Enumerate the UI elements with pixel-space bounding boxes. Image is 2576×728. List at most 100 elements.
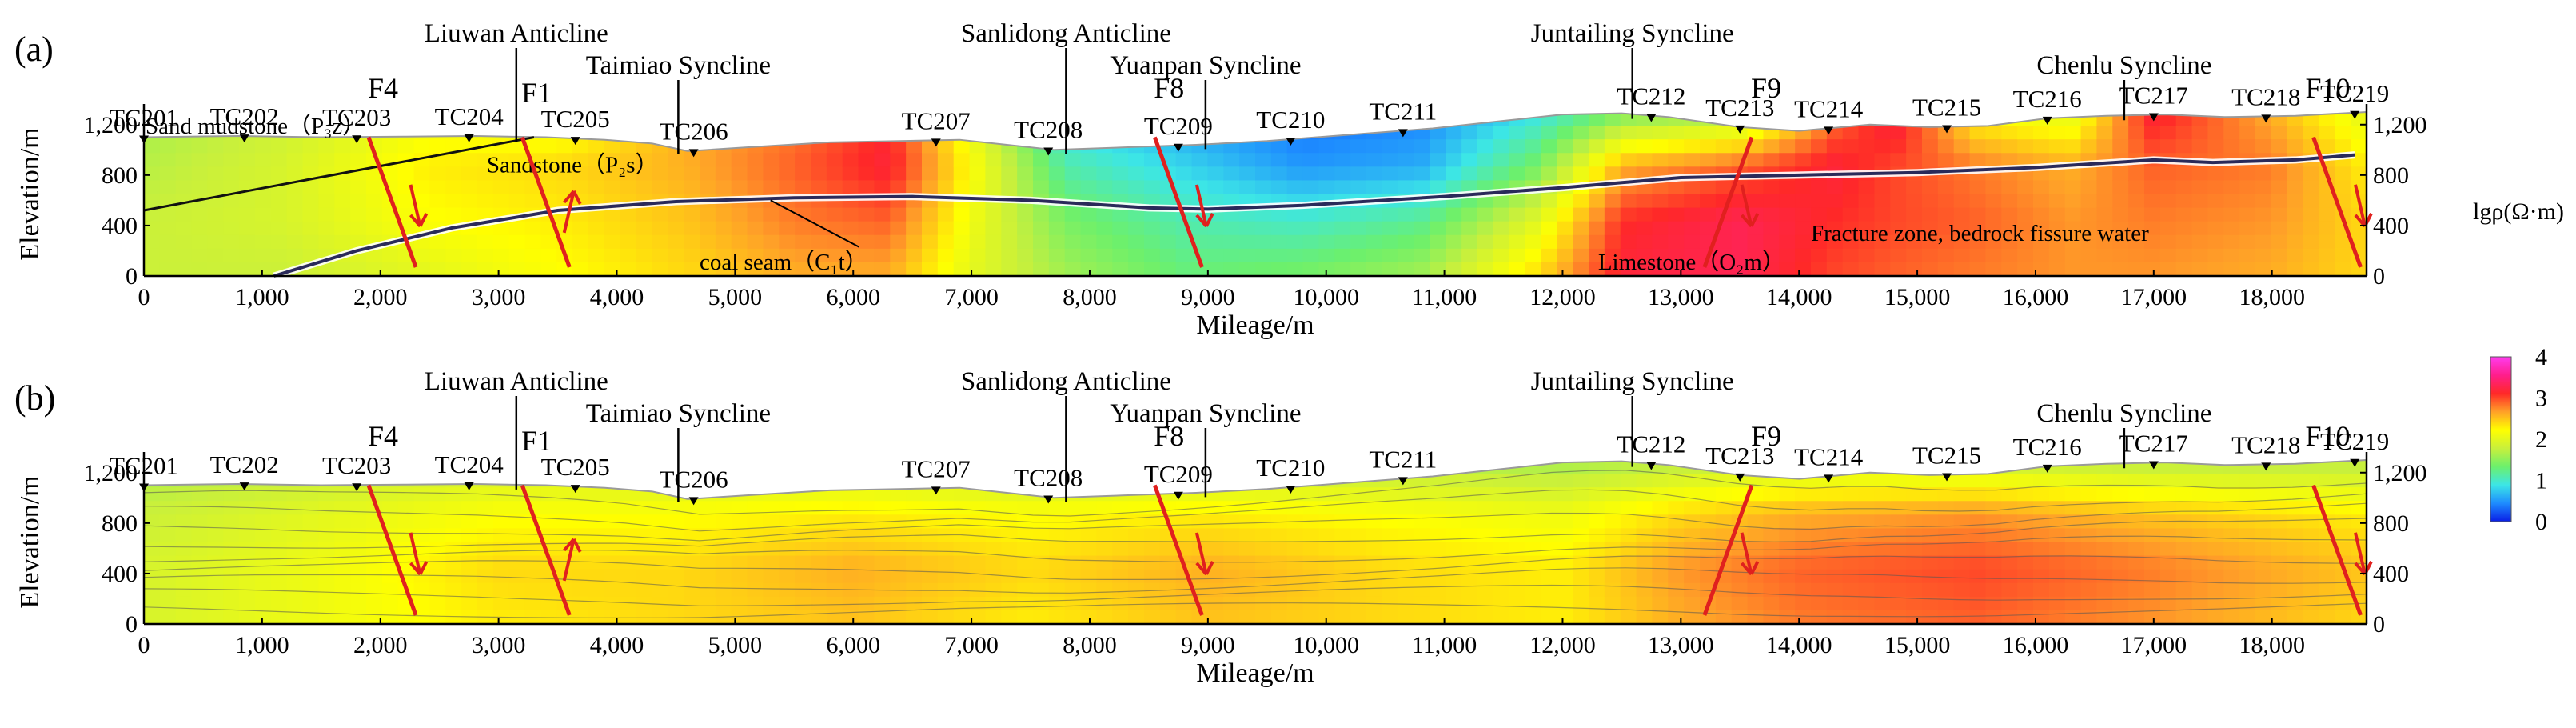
resistivity-cell [2159,569,2177,584]
resistivity-cell [1525,153,1542,167]
resistivity-cell [1604,555,1621,570]
x-tick-label: 7,000 [944,284,999,310]
resistivity-cell [366,248,383,263]
resistivity-cell [2239,514,2256,530]
resistivity-cell [302,248,320,263]
resistivity-cell [207,610,224,624]
resistivity-cell [1493,221,1510,236]
resistivity-cell [811,582,827,598]
resistivity-cell [1302,596,1320,611]
resistivity-cell [1112,248,1129,263]
resistivity-cell [1684,528,1701,543]
resistivity-cell [413,262,431,276]
resistivity-cell [2271,610,2288,624]
resistivity-cell [159,487,177,502]
resistivity-cell [270,487,288,502]
resistivity-cell [1525,596,1542,611]
resistivity-cell [1922,474,1939,488]
resistivity-cell [1064,542,1082,557]
resistivity-cell [842,248,859,263]
resistivity-cell [381,248,399,263]
resistivity-cell [397,194,415,209]
station-marker [1735,473,1745,482]
resistivity-cell [1398,610,1415,624]
resistivity-cell [2017,610,2034,624]
resistivity-cell [175,501,193,515]
resistivity-cell [1223,180,1240,195]
station-label: TC208 [1014,116,1083,144]
resistivity-cell [2207,596,2224,611]
resistivity-cell [2033,596,2050,611]
resistivity-cell [1842,596,1860,611]
resistivity-cell [1906,126,1923,140]
resistivity-cell [2159,207,2177,222]
resistivity-cell [1557,528,1573,543]
resistivity-cell [1207,180,1224,195]
resistivity-cell [1255,139,1272,154]
resistivity-cell [2017,474,2034,488]
contour-line [144,584,2367,607]
resistivity-cell [2159,248,2177,263]
resistivity-cell [922,221,939,236]
resistivity-cell [890,501,907,515]
resistivity-cell [2351,474,2367,488]
resistivity-cell [2080,610,2098,624]
resistivity-cell [1953,207,1971,222]
resistivity-cell [890,207,907,222]
resistivity-cell [922,180,939,195]
resistivity-cell [239,262,256,276]
resistivity-cell [270,501,288,515]
resistivity-cell [524,569,542,584]
resistivity-cell [2033,221,2050,236]
resistivity-cell [2112,487,2129,502]
resistivity-cell [1493,248,1510,263]
resistivity-cell [1366,234,1383,250]
resistivity-cell [2017,596,2034,611]
resistivity-cell [1286,542,1304,557]
lithology-label: Sand mudstone（P₃z） [146,114,365,139]
resistivity-cell [1874,207,1891,222]
resistivity-cell [2191,501,2209,515]
resistivity-cell [540,501,557,515]
resistivity-cell [2191,139,2209,154]
resistivity-cell [1493,126,1510,140]
resistivity-cell [1064,501,1082,515]
resistivity-cell [2191,487,2209,502]
resistivity-cell [1953,501,1971,515]
x-tick-label: 7,000 [944,632,999,658]
resistivity-cell [239,221,256,236]
resistivity-cell [826,153,843,167]
resistivity-cell [286,501,304,515]
station-label: TC204 [435,102,504,130]
resistivity-cell [1620,528,1637,543]
resistivity-cell [2335,582,2351,598]
resistivity-cell [2191,248,2209,263]
resistivity-cell [1509,234,1526,250]
resistivity-cell [508,555,526,570]
resistivity-cell [795,139,811,154]
resistivity-cell [2096,514,2113,530]
resistivity-cell [1811,207,1828,222]
resistivity-cell [1557,487,1573,502]
resistivity-cell [1700,139,1717,154]
resistivity-cell [1842,234,1860,250]
resistivity-cell [2001,487,2018,502]
resistivity-cell [652,596,668,611]
resistivity-cell [1525,262,1542,276]
resistivity-cell [1953,610,1971,624]
resistivity-cell [350,582,367,598]
resistivity-cell [1207,528,1224,543]
resistivity-cell [620,262,637,276]
resistivity-cell [1318,248,1335,263]
resistivity-cell [1001,501,1018,515]
resistivity-cell [2303,474,2320,488]
resistivity-cell [1382,501,1399,515]
resistivity-cell [461,596,478,611]
structure-label: Taimiao Syncline [586,399,771,428]
station-marker [1398,477,1408,486]
resistivity-cell [795,501,811,515]
resistivity-cell [2303,542,2320,557]
resistivity-cell [1477,582,1494,598]
resistivity-cell [1048,582,1066,598]
resistivity-cell [1779,180,1796,195]
